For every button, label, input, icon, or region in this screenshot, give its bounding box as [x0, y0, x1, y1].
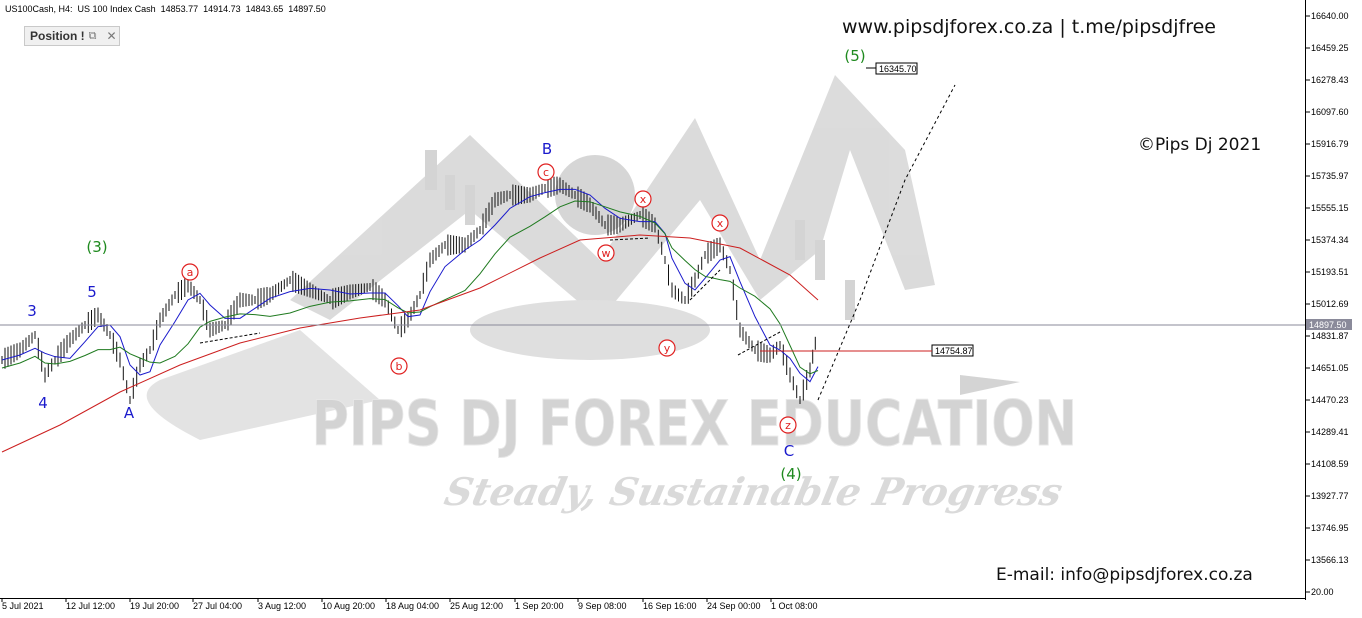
time-tick-label: 5 Jul 2021: [2, 601, 44, 611]
price-tick-label: 15916.79: [1311, 139, 1349, 149]
wave-label-red: z: [785, 419, 791, 432]
price-tick-label: 20.00: [1311, 587, 1334, 597]
wave-label-green: (5): [844, 47, 865, 65]
wave-label-red: x: [717, 217, 724, 230]
position-panel[interactable]: Position ! ⧉ ✕: [24, 26, 120, 46]
wave-circle: [390, 357, 408, 375]
wave-label-red: a: [187, 266, 194, 279]
price-tick-label: 14289.41: [1311, 427, 1349, 437]
price-tick-label: 14831.87: [1311, 331, 1349, 341]
wave-circle: [597, 244, 615, 262]
wave-connector-dashed: [609, 237, 651, 241]
wave-label-red: w: [602, 247, 611, 260]
website-line: www.pipsdjforex.co.za | t.me/pipsdjfree: [842, 16, 1216, 38]
copyright-text: ©Pips Dj 2021: [1138, 135, 1262, 155]
wave-label-red: y: [664, 342, 671, 355]
wave-label-blue: C: [784, 442, 794, 460]
wave-circle: [779, 416, 797, 434]
price-tick-label: 15735.97: [1311, 171, 1349, 181]
wave-circle: [181, 263, 199, 281]
price-tick-label: 13927.77: [1311, 491, 1349, 501]
price-tick-label: 15374.34: [1311, 235, 1349, 245]
ma-medium-line: [1, 200, 819, 375]
price-tick-label: 16278.43: [1311, 75, 1349, 85]
wave-label-blue: 5: [87, 283, 97, 301]
current-price-box: [1306, 319, 1352, 330]
time-tick-label: 10 Aug 20:00: [322, 601, 375, 611]
wave-connector-dashed: [737, 331, 781, 356]
projection-dotted-line: [817, 84, 956, 401]
time-tick-label: 25 Aug 12:00: [450, 601, 503, 611]
time-tick-label: 1 Sep 20:00: [515, 601, 564, 611]
wave-label-red: c: [543, 166, 549, 179]
watermark-slogan: Steady, Sustainable Progress: [441, 470, 1067, 515]
wave-circle: [537, 163, 555, 181]
price-tick-label: 16097.60: [1311, 107, 1349, 117]
time-tick-label: 3 Aug 12:00: [258, 601, 306, 611]
wave-circle: [634, 190, 652, 208]
price-tick-label: 13566.13: [1311, 555, 1349, 565]
time-tick-label: 12 Jul 12:00: [66, 601, 115, 611]
close-icon[interactable]: ✕: [106, 29, 117, 43]
position-label: Position !: [30, 29, 85, 43]
price-box-label: 16345.70: [879, 64, 917, 74]
price-tick-label: 16640.00: [1311, 11, 1349, 21]
price-tick-label: 14651.05: [1311, 363, 1349, 373]
wave-connector-dashed: [199, 332, 261, 344]
watermark-logo: PIPS DJ FOREX EDUCATION Steady, Sustaina…: [146, 75, 1078, 515]
email-text: E-mail: info@pipsdjforex.co.za: [996, 565, 1253, 585]
price-axis[interactable]: [1305, 0, 1362, 600]
wave-label-green: (3): [86, 238, 107, 256]
time-tick-label: 1 Oct 08:00: [771, 601, 818, 611]
ma-fast-line: [1, 188, 819, 383]
price-tick-label: 15555.15: [1311, 203, 1349, 213]
time-tick-label: 24 Sep 00:00: [707, 601, 761, 611]
symbol-info: US100Cash, H4: US 100 Index Cash 14853.7…: [5, 4, 326, 14]
wave-label-blue: B: [542, 140, 552, 158]
wave-label-blue: 3: [27, 302, 37, 320]
restore-icon[interactable]: ⧉: [88, 29, 97, 42]
time-tick-label: 27 Jul 04:00: [193, 601, 242, 611]
time-tick-label: 18 Aug 04:00: [386, 601, 439, 611]
wave-label-green: (4): [780, 465, 801, 483]
price-tick-label: 14470.23: [1311, 395, 1349, 405]
time-tick-label: 9 Sep 08:00: [578, 601, 627, 611]
wave-circle: [711, 214, 729, 232]
current-price-label: 14897.50: [1309, 320, 1347, 330]
price-tick-label: 15193.51: [1311, 267, 1349, 277]
wave-label-blue: 4: [38, 394, 48, 412]
price-tick-label: 15012.69: [1311, 299, 1349, 309]
time-axis[interactable]: [0, 598, 1305, 618]
time-tick-label: 16 Sep 16:00: [643, 601, 697, 611]
wave-label-red: x: [640, 193, 647, 206]
watermark-title: PIPS DJ FOREX EDUCATION: [312, 388, 1077, 460]
price-tick-label: 14108.59: [1311, 459, 1349, 469]
wave-label-blue: A: [124, 404, 135, 422]
price-tick-label: 13746.95: [1311, 523, 1349, 533]
price-tick-label: 16459.25: [1311, 43, 1349, 53]
wave-circle: [658, 339, 676, 357]
wave-connector-dashed: [689, 269, 721, 301]
price-box-label: 14754.87: [935, 346, 973, 356]
wave-label-red: b: [396, 360, 403, 373]
time-tick-label: 19 Jul 20:00: [130, 601, 179, 611]
ma-slow-line: [1, 234, 819, 453]
